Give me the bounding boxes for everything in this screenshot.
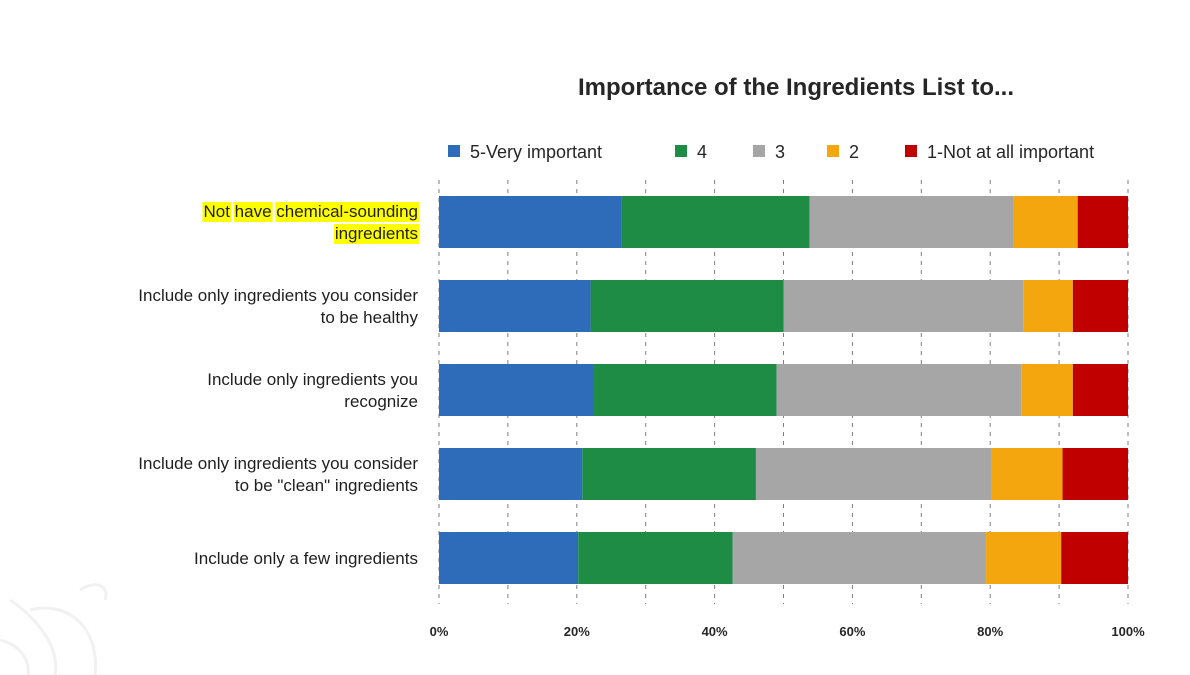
bar-segment — [732, 532, 987, 584]
category-label: recognize — [344, 392, 418, 411]
category-label: to be "clean" ingredients — [235, 476, 418, 495]
bar-segment — [783, 280, 1024, 332]
category-label: Include only a few ingredients — [194, 549, 418, 568]
chart-title: Importance of the Ingredients List to... — [578, 74, 1014, 101]
bar-segment — [439, 280, 591, 332]
legend: 5-Very important 4 3 2 1-Not at all importan… — [448, 142, 1094, 162]
bar-segment — [1062, 448, 1128, 500]
bar-segment — [439, 364, 595, 416]
legend-swatch — [675, 145, 687, 157]
bar-segment — [1072, 280, 1128, 332]
legend-label: 1-Not at all important — [927, 142, 1094, 162]
bar-segment — [1023, 280, 1073, 332]
bar-segment — [1021, 364, 1073, 416]
category-labels: Not have chemical-sounding ingredients Inc… — [138, 202, 418, 568]
bar-segment — [991, 448, 1063, 500]
bar-segment — [578, 532, 733, 584]
legend-swatch — [827, 145, 839, 157]
bar-segment — [590, 280, 784, 332]
x-tick-label: 80% — [977, 624, 1003, 639]
watermark-decoration — [0, 583, 108, 675]
bar-segment — [439, 196, 622, 248]
category-label: ingredients — [335, 224, 418, 243]
x-tick-label: 60% — [839, 624, 865, 639]
bar-segment — [594, 364, 777, 416]
category-label: Not have chemical-sounding — [203, 202, 418, 221]
text-highlight — [333, 224, 419, 244]
legend-label: 5-Very important — [470, 142, 602, 162]
bar-segment — [776, 364, 1022, 416]
label-highlights — [202, 202, 420, 244]
legend-label: 3 — [775, 142, 785, 162]
category-label: Include only ingredients you consider — [138, 286, 418, 305]
text-highlight — [275, 202, 420, 222]
bar-segment — [582, 448, 756, 500]
text-highlight — [202, 202, 231, 222]
legend-label: 4 — [697, 142, 707, 162]
bar-segment — [986, 532, 1062, 584]
bars — [439, 196, 1128, 584]
x-axis-ticks: 0% 20% 40% 60% 80% 100% — [430, 624, 1145, 639]
x-tick-label: 20% — [564, 624, 590, 639]
x-tick-label: 0% — [430, 624, 449, 639]
x-tick-label: 100% — [1111, 624, 1145, 639]
bar-segment — [755, 448, 992, 500]
legend-swatch — [905, 145, 917, 157]
bar-segment — [439, 532, 579, 584]
category-label: Include only ingredients you consider — [138, 454, 418, 473]
legend-swatch — [753, 145, 765, 157]
bar-segment — [1072, 364, 1128, 416]
category-label: Include only ingredients you — [207, 370, 418, 389]
bar-segment — [809, 196, 1014, 248]
category-label: to be healthy — [321, 308, 419, 327]
bar-segment — [1061, 532, 1128, 584]
bar-segment — [1013, 196, 1078, 248]
bar-segment — [621, 196, 810, 248]
legend-swatch — [448, 145, 460, 157]
text-highlight — [233, 202, 273, 222]
x-tick-label: 40% — [702, 624, 728, 639]
bar-segment — [439, 448, 583, 500]
bar-segment — [1077, 196, 1128, 248]
legend-label: 2 — [849, 142, 859, 162]
